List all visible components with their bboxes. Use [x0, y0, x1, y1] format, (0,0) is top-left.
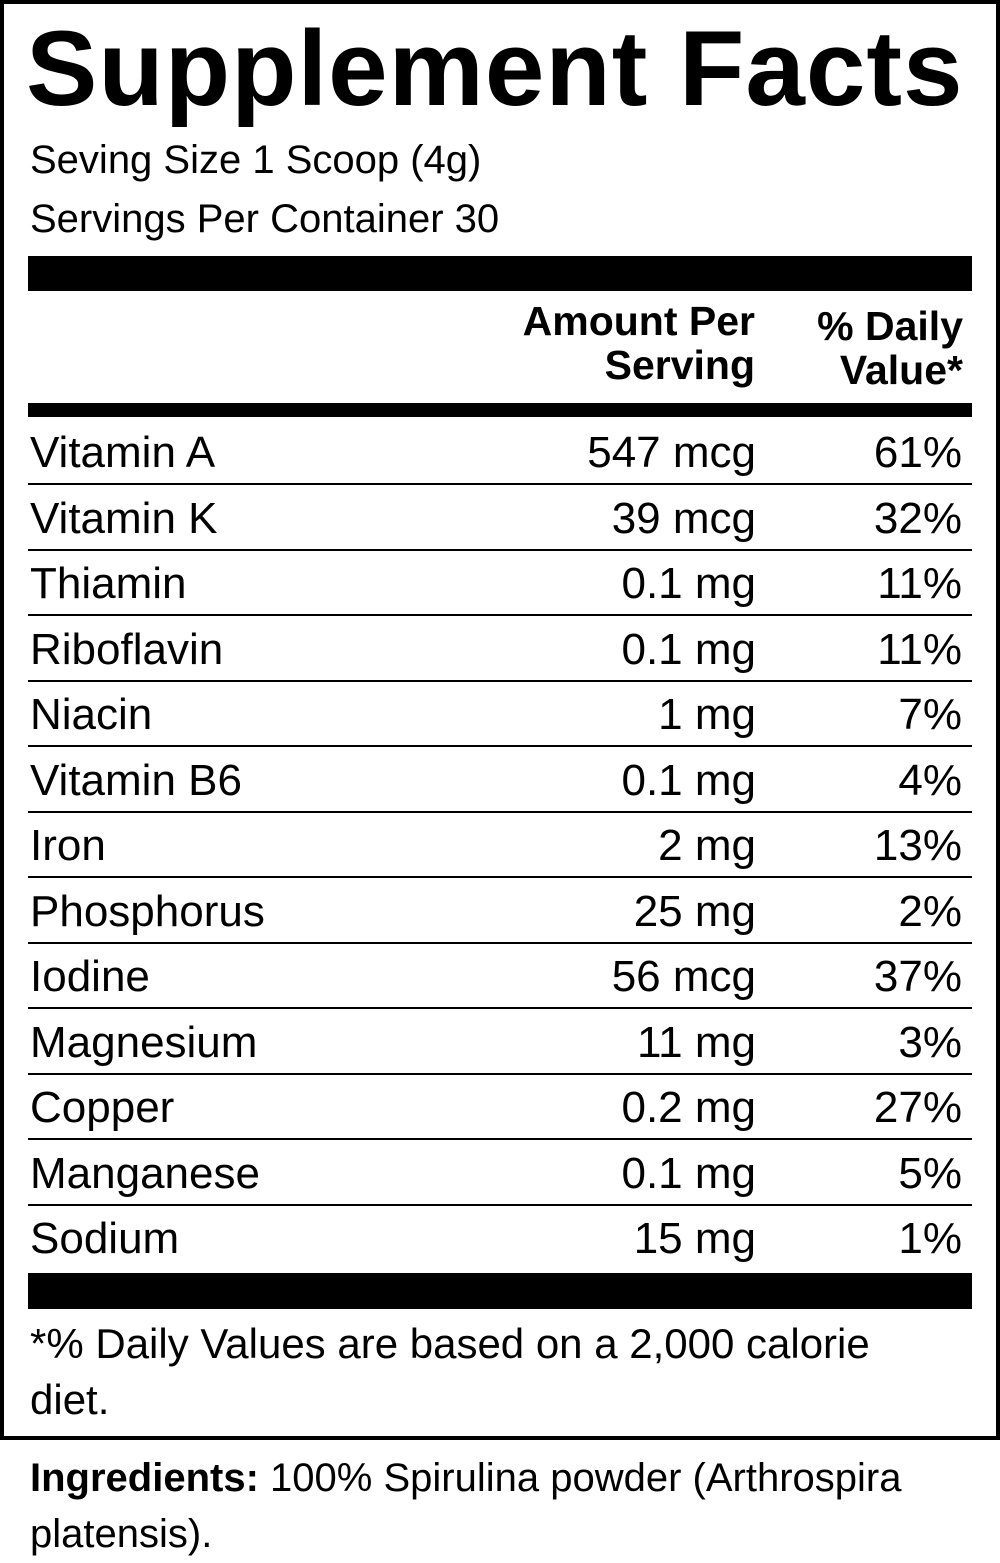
label-box [0, 0, 1000, 1440]
amount: 39 mcg [611, 493, 756, 543]
nutrient-name: Vitamin K [30, 493, 218, 543]
amount: 0.1 mg [621, 559, 756, 608]
daily-value: 11% [877, 559, 962, 608]
daily-value: 32% [873, 493, 962, 543]
daily-value: 13% [873, 821, 962, 870]
column-header: % Daily Value* [817, 303, 963, 393]
nutrient-row: Vitamin K 39 mcg 32% [28, 486, 972, 551]
amount: 15 mg [633, 1214, 756, 1263]
row-rule [28, 483, 972, 485]
ingredients: Ingredients: 100% Spirulina powder (Arth… [30, 1450, 930, 1562]
nutrient-name: Thiamin [30, 559, 187, 608]
nutrient-name: Magnesium [30, 1017, 258, 1067]
title: Supplement Facts [26, 8, 964, 128]
amount: 0.2 mg [621, 1083, 756, 1132]
nutrient-name: Copper [30, 1083, 175, 1132]
nutrient-row: Phosphorus 25 mg 2% [28, 879, 972, 944]
nutrient-name: Niacin [30, 690, 153, 739]
daily-value: 2% [898, 886, 962, 936]
daily-value: 11% [877, 624, 962, 674]
ingredients-text: 100% Spirulina powder (Arthrospira plate… [30, 1456, 902, 1556]
nutrient-name: Vitamin A [30, 428, 216, 477]
row-rule [28, 876, 972, 878]
daily-value: 27% [873, 1083, 962, 1132]
row-rule [28, 1138, 972, 1140]
serving-size: Seving Size 1 Scoop (4g) [30, 138, 482, 182]
amount: 0.1 mg [621, 1148, 756, 1198]
amount: 0.1 mg [621, 624, 756, 674]
nutrient-row: Iron 2 mg 13% [28, 813, 972, 878]
row-rule [28, 810, 972, 813]
amount: 11 mg [636, 1017, 756, 1067]
nutrient-row: Vitamin B6 0.1 mg 4% [28, 748, 972, 813]
row-rule [28, 941, 972, 944]
nutrient-name: Iodine [30, 952, 150, 1001]
amount: 0.1 mg [621, 755, 756, 805]
amount: 2 mg [658, 821, 756, 870]
nutrient-name: Vitamin B6 [30, 755, 242, 805]
nutrient-name: Sodium [30, 1214, 180, 1263]
footnote: *% Daily Values are based on a 2,000 cal… [30, 1320, 870, 1423]
nutrient-name: Riboflavin [30, 624, 224, 674]
column-header: Amount Per Serving [522, 298, 755, 388]
ingredients-label: Ingredients: [30, 1456, 259, 1500]
amount: 1 mg [658, 690, 756, 739]
thick-rule [28, 256, 972, 291]
row-rule [28, 1072, 972, 1075]
daily-value: 61% [873, 428, 962, 477]
nutrient-row: Sodium 15 mg 1% [28, 1206, 972, 1271]
row-rule [28, 548, 972, 551]
row-rule [28, 679, 972, 682]
amount: 25 mg [633, 886, 756, 936]
thick-rule [28, 1273, 972, 1309]
nutrient-name: Manganese [30, 1148, 260, 1198]
daily-value: 37% [873, 952, 962, 1001]
daily-value: 1% [898, 1214, 962, 1263]
row-rule [28, 745, 972, 747]
daily-value: 7% [898, 690, 962, 739]
nutrient-row: Magnesium 11 mg 3% [28, 1010, 972, 1075]
nutrient-row: Copper 0.2 mg 27% [28, 1075, 972, 1140]
nutrient-row: Manganese 0.1 mg 5% [28, 1141, 972, 1206]
servings-per-container: Servings Per Container 30 [30, 197, 500, 241]
daily-value: 4% [898, 755, 962, 805]
row-rule [28, 1007, 972, 1009]
nutrient-row: Riboflavin 0.1 mg 11% [28, 617, 972, 682]
daily-value: 5% [898, 1148, 962, 1198]
nutrient-name: Phosphorus [30, 886, 265, 936]
amount: 547 mcg [587, 428, 756, 477]
nutrient-row: Iodine 56 mcg 37% [28, 944, 972, 1009]
nutrient-name: Iron [30, 821, 106, 870]
row-rule [28, 614, 972, 616]
daily-value: 3% [898, 1017, 962, 1067]
medium-rule [28, 403, 972, 417]
nutrient-row: Niacin 1 mg 7% [28, 682, 972, 747]
row-rule [28, 1203, 972, 1206]
nutrient-row: Thiamin 0.1 mg 11% [28, 551, 972, 616]
nutrient-row: Vitamin A 547 mcg 61% [28, 420, 972, 485]
amount: 56 mcg [611, 952, 756, 1001]
